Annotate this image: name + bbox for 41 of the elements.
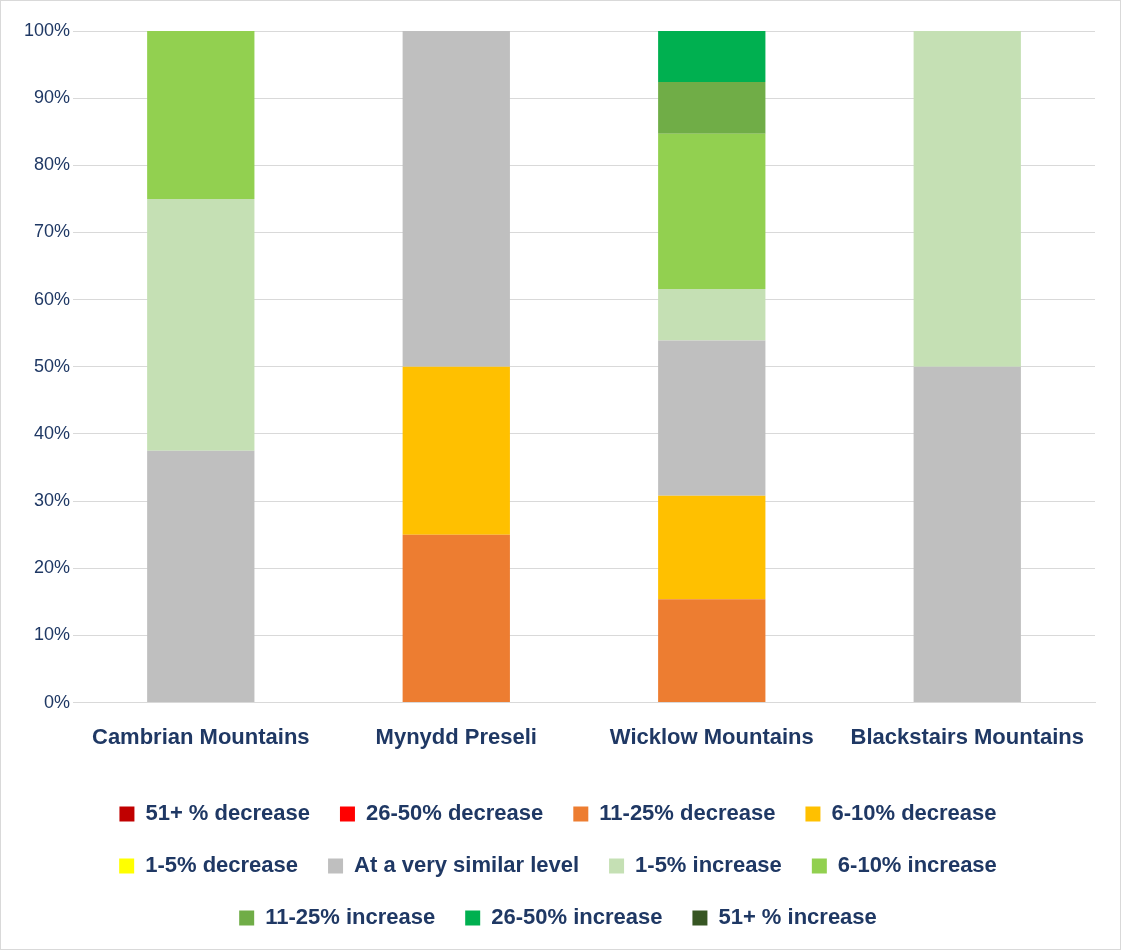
bar xyxy=(402,31,510,367)
y-tick-label: 0% xyxy=(44,691,71,712)
legend-label: 6-10% increase xyxy=(837,852,997,878)
y-tick-label: 60% xyxy=(34,288,71,309)
y-tick-label: 40% xyxy=(34,422,71,443)
legend-label: 51+ % increase xyxy=(718,904,877,930)
legend-label: 1-5% decrease xyxy=(145,852,299,878)
bar xyxy=(913,366,1021,703)
bar xyxy=(402,366,510,535)
y-tick-label: 10% xyxy=(34,624,71,645)
y-tick-label: 100% xyxy=(23,19,71,40)
bar xyxy=(658,340,766,496)
legend-label: 51+ % decrease xyxy=(145,800,310,826)
bar xyxy=(402,534,510,703)
bar xyxy=(658,82,766,134)
legend-label: At a very similar level xyxy=(354,852,580,878)
legend-label: 1-5% increase xyxy=(635,852,782,878)
y-tick-label: 30% xyxy=(34,490,71,511)
y-tick-label: 80% xyxy=(34,154,71,175)
y-tick-label: 50% xyxy=(34,355,71,376)
y-tick-label: 20% xyxy=(34,557,71,578)
y-tick-label: 90% xyxy=(34,87,71,108)
x-tick-label: Cambrian Mountains xyxy=(91,723,310,749)
bar xyxy=(658,599,766,703)
legend-label: 11-25% decrease xyxy=(599,800,776,826)
x-tick-label: Mynydd Preseli xyxy=(375,723,537,749)
bar xyxy=(658,133,766,289)
legend-label: 6-10% decrease xyxy=(831,800,997,826)
bar xyxy=(147,450,255,703)
y-tick-label: 70% xyxy=(34,221,71,242)
bar xyxy=(913,31,1021,367)
bar xyxy=(658,495,766,600)
bar xyxy=(658,31,766,83)
legend-label: 26-50% decrease xyxy=(365,800,544,826)
x-tick-label: Wicklow Mountains xyxy=(609,723,814,749)
bar xyxy=(147,198,255,451)
bar xyxy=(147,31,255,199)
legend-label: 11-25% increase xyxy=(265,904,436,930)
x-tick-label: Blackstairs Mountains xyxy=(850,723,1085,749)
legend-label: 26-50% increase xyxy=(491,904,663,930)
bar xyxy=(658,288,766,341)
